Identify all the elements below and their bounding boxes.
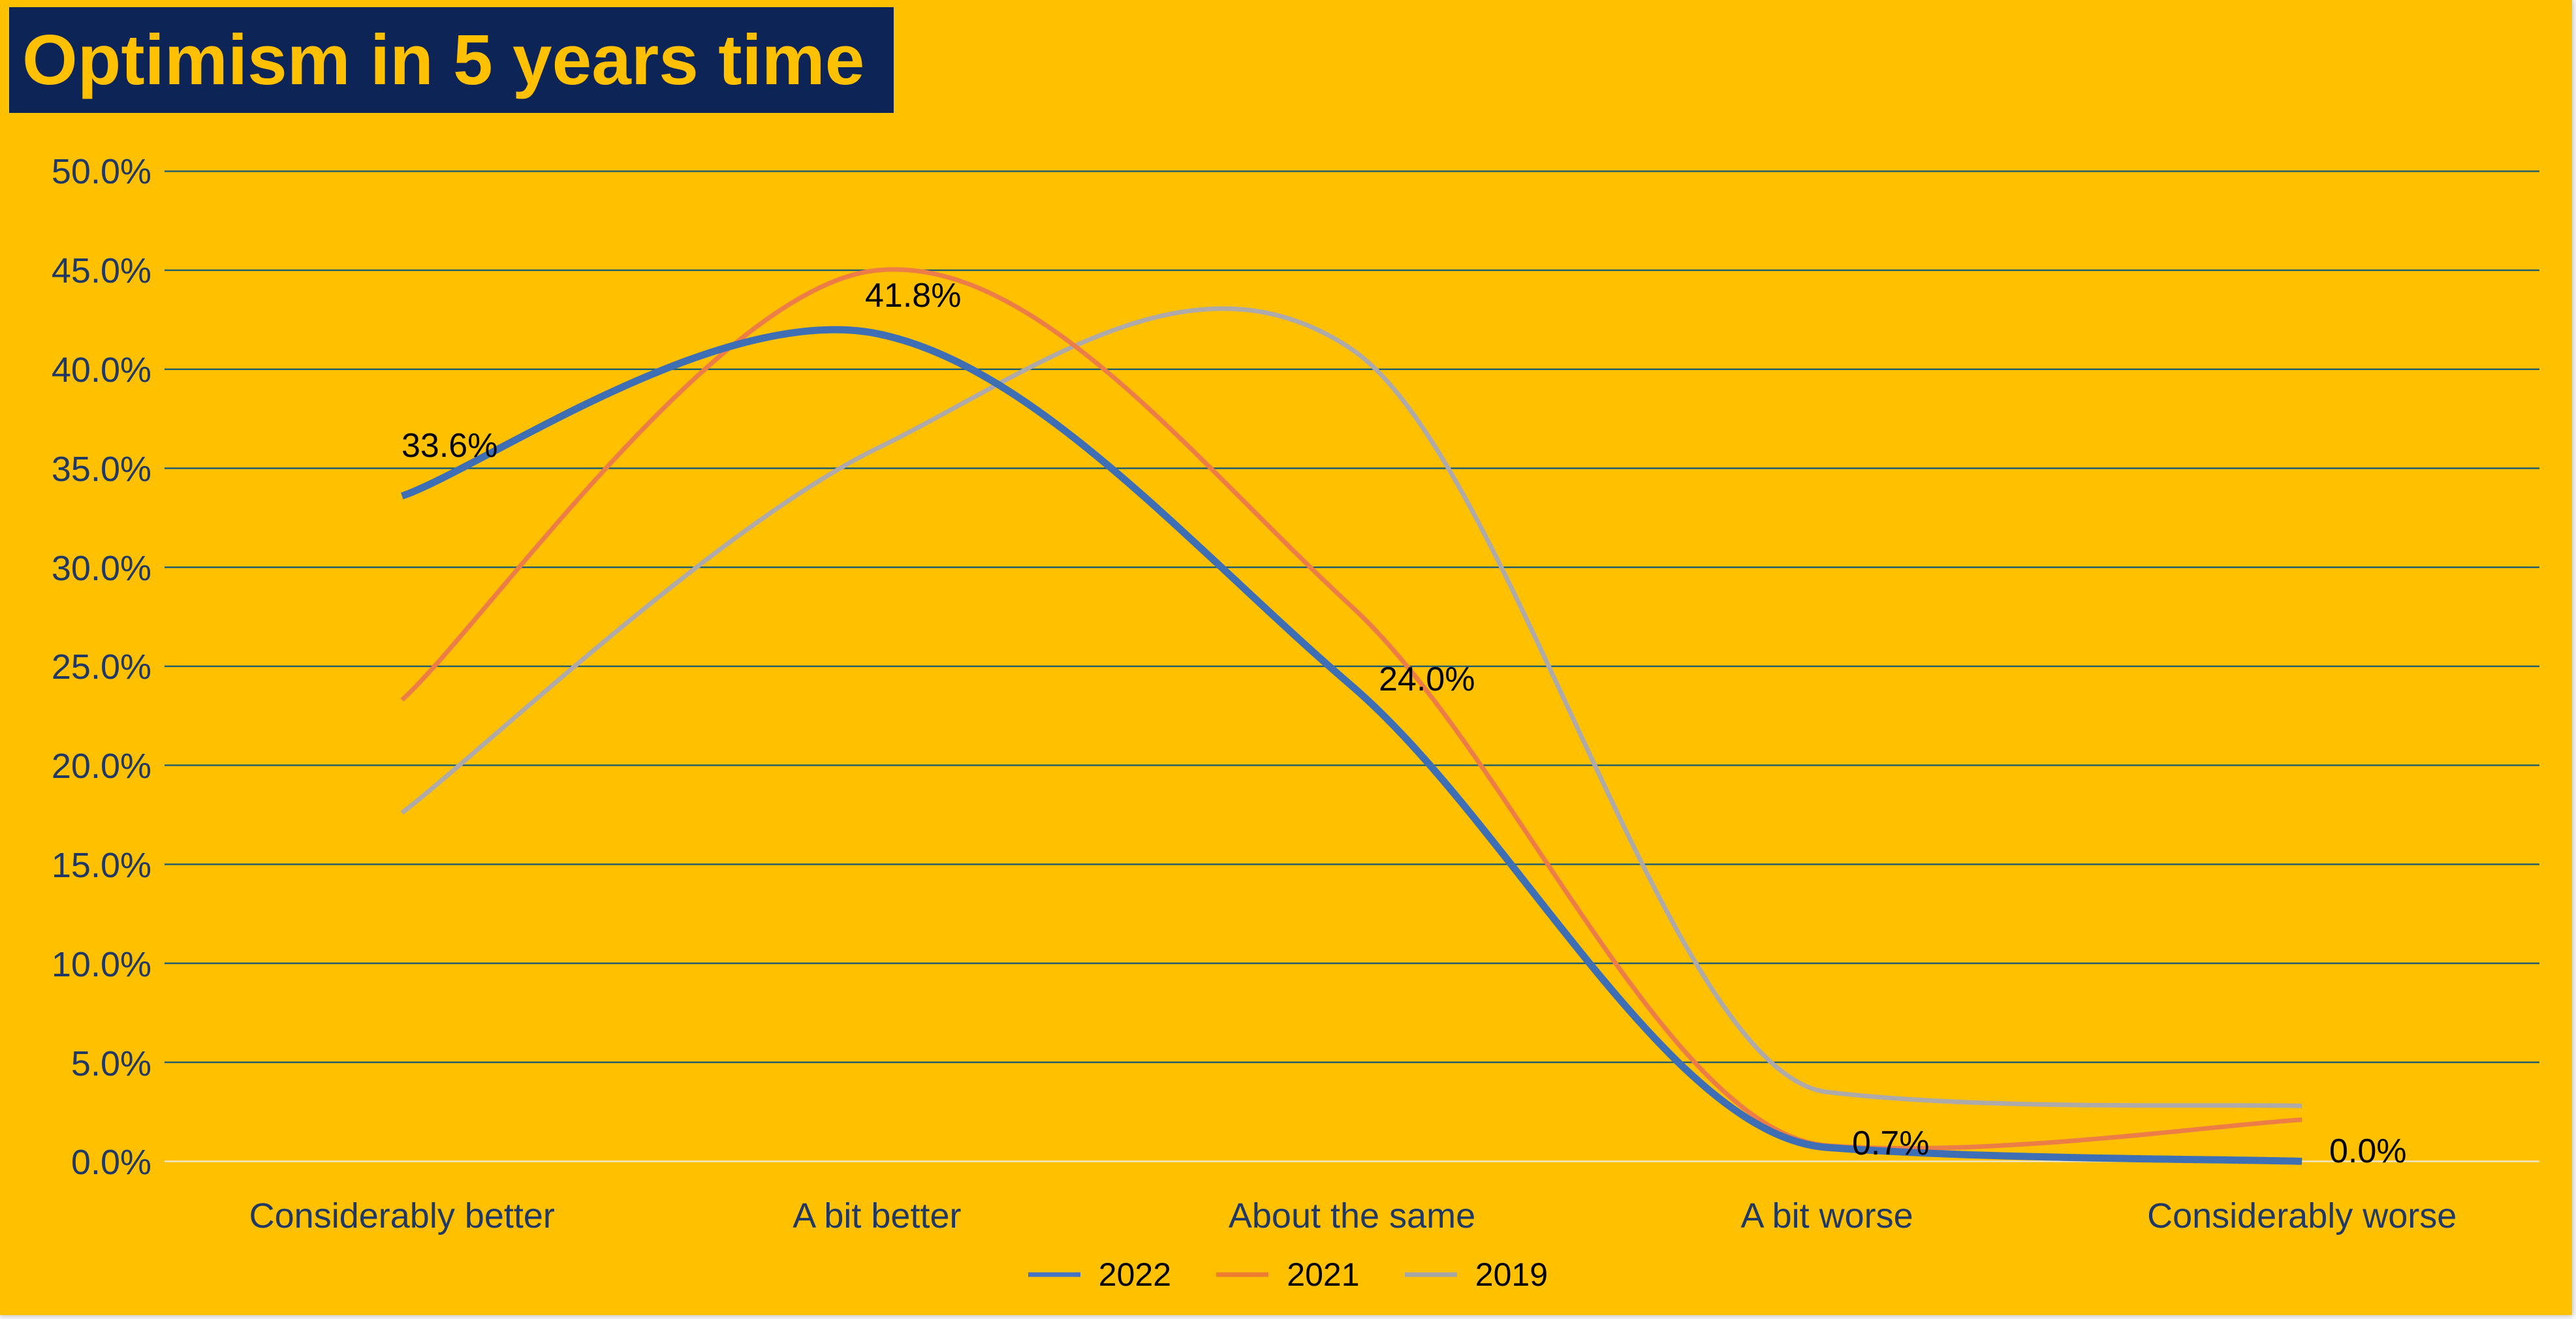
svg-text:41.8%: 41.8% <box>865 277 961 315</box>
svg-text:24.0%: 24.0% <box>1379 660 1475 698</box>
svg-text:33.6%: 33.6% <box>401 427 497 465</box>
svg-text:0.7%: 0.7% <box>1852 1125 1930 1162</box>
svg-text:0.0%: 0.0% <box>2329 1132 2407 1170</box>
